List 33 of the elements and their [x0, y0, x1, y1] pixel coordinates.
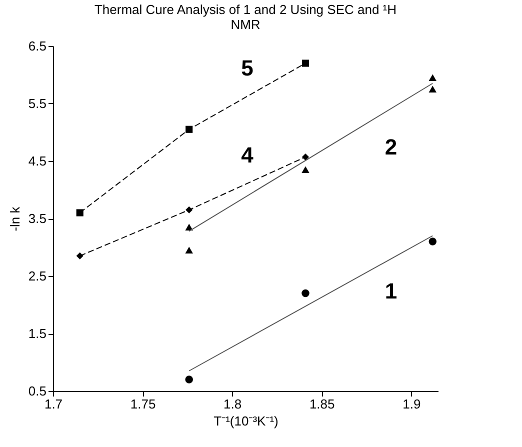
point	[185, 376, 193, 384]
chart-title: Thermal Cure Analysis of 1 and 2 Using SEC and ¹H NMR	[94, 2, 397, 32]
text: 2	[384, 134, 398, 160]
x-tick-label: 1.75	[130, 396, 156, 412]
y-tick-label: 3.5	[28, 211, 46, 226]
x-tick-label: 1.9	[402, 396, 421, 412]
series-label: 5	[241, 55, 254, 80]
point	[302, 289, 310, 298]
point	[302, 60, 310, 67]
y-axis-title: -ln k	[7, 206, 22, 232]
x-tick-label: 1.85	[309, 396, 335, 412]
text: 1	[384, 278, 398, 304]
point	[76, 252, 84, 260]
y-tick-label: 0.5	[28, 384, 46, 398]
point	[186, 126, 193, 133]
point	[428, 86, 436, 92]
y-tick-label: 2.5	[28, 268, 46, 284]
series-label: 4	[241, 142, 254, 168]
x-tick-label: 1.8	[224, 396, 242, 412]
point	[185, 224, 193, 230]
y-tick-label: 6.5	[28, 38, 46, 54]
x-tick-label: 1.7	[44, 396, 63, 412]
point	[302, 153, 310, 161]
y-tick-label: 1.5	[28, 326, 46, 341]
y-tick-label: 4.5	[28, 154, 46, 168]
point	[302, 166, 310, 173]
x-axis-title: T⁻¹(10⁻³K⁻¹)	[214, 414, 278, 428]
point	[185, 246, 193, 254]
point	[186, 206, 193, 214]
point	[428, 238, 436, 246]
y-tick-label: 5.5	[28, 96, 46, 111]
point	[428, 74, 436, 81]
point	[76, 209, 84, 216]
